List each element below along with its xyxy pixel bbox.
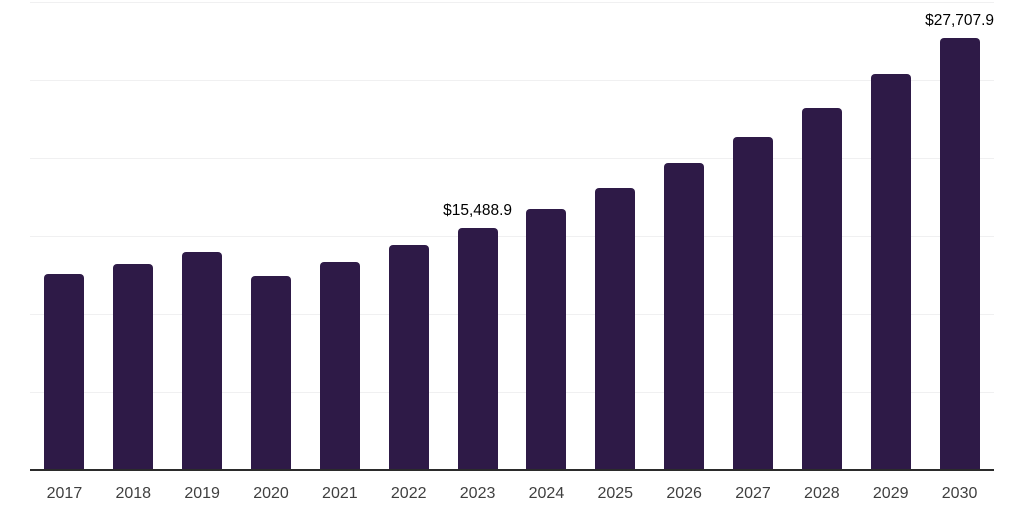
bar-2021 [319, 261, 360, 470]
x-tick-2018: 2018 [115, 485, 152, 502]
bar-2024 [526, 208, 567, 470]
x-tick-2024: 2024 [528, 485, 565, 502]
x-tick-2028: 2028 [804, 485, 840, 502]
gridline-25000 [30, 80, 994, 81]
x-tick-2020: 2020 [253, 485, 289, 502]
x-tick-2025: 2025 [597, 485, 634, 502]
bar-2025 [595, 188, 636, 470]
data-label-2023: $15,488.9 [443, 202, 513, 220]
gridline-15000 [30, 236, 994, 237]
bar-2028 [801, 107, 842, 470]
bar-2026 [664, 163, 705, 470]
x-tick-2022: 2022 [390, 485, 427, 502]
bar-2018 [113, 264, 154, 470]
x-tick-2017: 2017 [46, 485, 83, 502]
x-tick-2029: 2029 [872, 485, 909, 502]
bar-2022 [388, 244, 429, 470]
bar-2017 [44, 274, 85, 470]
gridline-20000 [30, 158, 994, 159]
bar-2030 [939, 37, 980, 470]
bar-2023 [457, 228, 498, 470]
gridline-10000 [30, 314, 994, 315]
x-tick-2023: 2023 [459, 485, 496, 502]
bar-2020 [251, 276, 291, 470]
x-tick-2021: 2021 [322, 485, 358, 502]
gridline-30000 [30, 2, 994, 3]
bar-2027 [733, 137, 773, 470]
x-tick-2026: 2026 [666, 485, 702, 502]
x-tick-2030: 2030 [941, 485, 978, 502]
gridline-5000 [30, 392, 994, 393]
bar-2029 [870, 73, 911, 470]
x-tick-2019: 2019 [184, 485, 220, 502]
bar-2019 [182, 251, 223, 470]
x-tick-2027: 2027 [735, 485, 771, 502]
data-label-2030: $27,707.9 [925, 11, 995, 29]
x-axis-line [30, 469, 994, 471]
